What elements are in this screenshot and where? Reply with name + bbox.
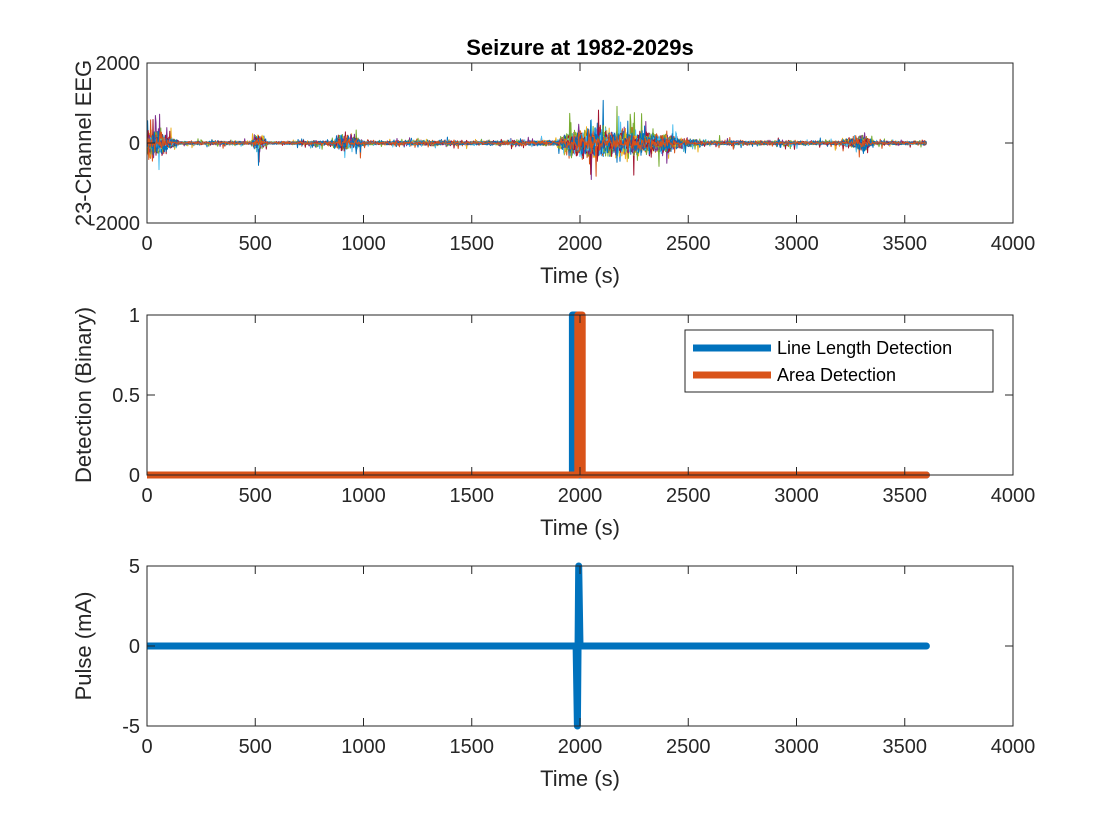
x-tick-label: 500 [239, 233, 272, 255]
legend: Line Length Detection Area Detection [684, 329, 994, 393]
x-tick-label: 1000 [341, 736, 386, 758]
legend-box [684, 329, 994, 393]
y-tick-label: 1 [129, 305, 140, 327]
x-tick-label: 4000 [991, 233, 1036, 255]
x-tick-label: 1000 [341, 485, 386, 507]
legend-entry-2: Area Detection [777, 365, 896, 385]
series-group [147, 562, 930, 730]
x-tick-label: 0 [141, 736, 152, 758]
chart-title: Seizure at 1982-2029s [466, 35, 694, 60]
subplot-3: 0 500 1000 1500 2000 2500 3000 3500 4000-505Time… [71, 556, 1035, 791]
y-tick-label: 5 [129, 556, 140, 578]
x-tick-label: 3500 [883, 485, 928, 507]
x-tick-label: 2500 [666, 736, 711, 758]
x-tick-label: 3000 [774, 736, 819, 758]
x-tick-label: 1500 [450, 485, 495, 507]
x-tick-label: 3500 [883, 233, 928, 255]
x-tick-label: 3000 [774, 233, 819, 255]
x-tick-label: 500 [239, 485, 272, 507]
x-tick-label: 1500 [450, 233, 495, 255]
y-tick-label: 0 [129, 133, 140, 155]
x-axis-label: Time (s) [540, 263, 620, 288]
x-tick-label: 0 [141, 485, 152, 507]
y-tick-label: 0 [129, 636, 140, 658]
x-tick-label: 2000 [558, 233, 603, 255]
x-tick-label: 3000 [774, 485, 819, 507]
x-tick-label: 0 [141, 233, 152, 255]
x-tick-label: 2000 [558, 485, 603, 507]
x-tick-label: 2500 [666, 233, 711, 255]
y-axis-label: 23-Channel EEG [71, 60, 96, 226]
series-group [147, 99, 927, 180]
x-axis-label: Time (s) [540, 515, 620, 540]
x-tick-label: 4000 [991, 736, 1036, 758]
y-axis-label: Pulse (mA) [71, 592, 96, 701]
x-tick-label: 2000 [558, 736, 603, 758]
y-axis-label: Detection (Binary) [71, 307, 96, 483]
x-tick-label: 2500 [666, 485, 711, 507]
y-tick-label: 0.5 [112, 385, 140, 407]
y-tick-label: -2000 [89, 213, 140, 235]
x-tick-label: 500 [239, 736, 272, 758]
x-tick-label: 4000 [991, 485, 1036, 507]
x-tick-label: 1000 [341, 233, 386, 255]
eeg-channel-23 [147, 130, 927, 152]
x-tick-label: 3500 [883, 736, 928, 758]
subplot-1: 0 500 1000 1500 2000 2500 3000 3500 4000-2000020… [71, 35, 1035, 288]
y-tick-label: 2000 [96, 53, 141, 75]
y-tick-label: -5 [122, 716, 140, 738]
y-tick-label: 0 [129, 465, 140, 487]
subplot-2: 0 500 1000 1500 2000 2500 3000 3500 4000 0 0.5 1 Tim… [71, 305, 1035, 540]
x-axis-label: Time (s) [540, 766, 620, 791]
legend-entry-1: Line Length Detection [777, 338, 952, 358]
x-tick-label: 1500 [450, 736, 495, 758]
series-line-1 [147, 562, 930, 730]
